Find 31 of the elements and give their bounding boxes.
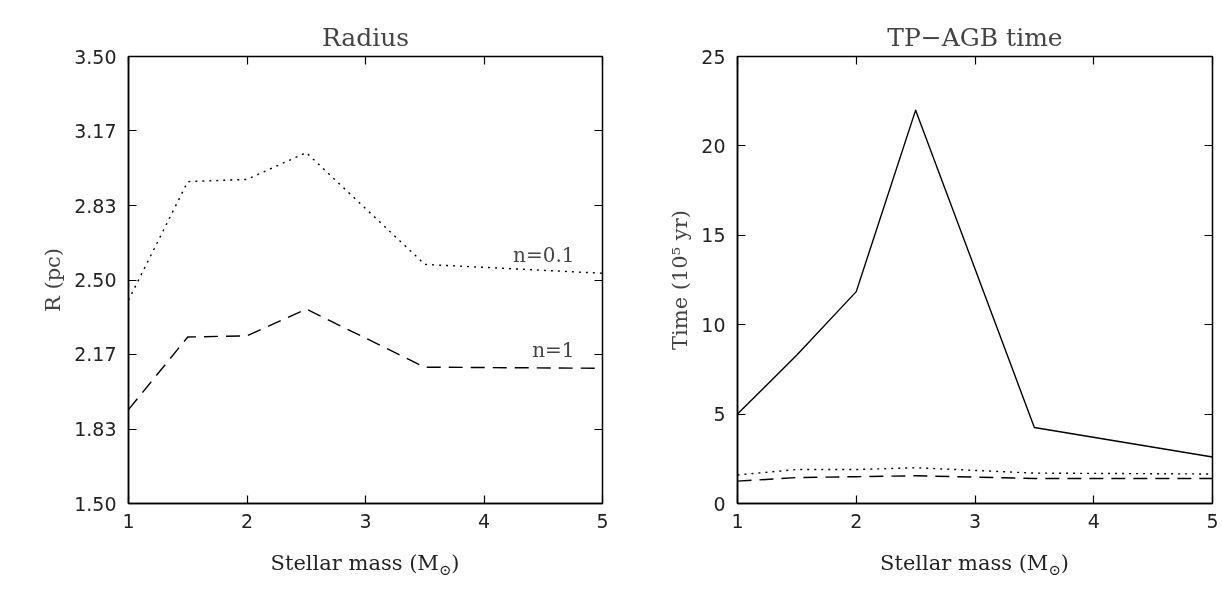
y-tick-label: 1.83 <box>74 418 117 441</box>
y-tick-label: 2.17 <box>74 343 117 366</box>
annotation: n=0.1 <box>513 243 575 268</box>
x-tick-label: 3 <box>359 509 372 532</box>
x-tick-label: 1 <box>731 509 744 532</box>
y-tick-label: 0 <box>713 492 726 515</box>
x-tick-label: 4 <box>1087 509 1100 532</box>
x-tick-label: 2 <box>850 509 863 532</box>
x-tick-label: 2 <box>240 509 254 532</box>
y-axis-title: Time (10⁵ yr) <box>668 210 693 350</box>
x-axis-title: Stellar mass (M$_{⊙}$) <box>269 550 461 581</box>
x-tick-label: 1 <box>122 509 135 532</box>
chart-title: TP−AGB time <box>887 22 1063 52</box>
x-tick-label: 5 <box>1206 509 1219 532</box>
y-tick-label: 1.50 <box>74 492 117 515</box>
x-tick-label: 3 <box>968 509 982 532</box>
x-tick-label: 5 <box>596 509 609 532</box>
y-tick-label: 2.50 <box>74 269 117 291</box>
x-tick-label: 4 <box>477 509 491 532</box>
y-tick-label: 5 <box>713 403 726 426</box>
y-axis-title: R (pc) <box>41 247 66 313</box>
y-tick-label: 10 <box>701 313 726 336</box>
y-tick-label: 3.17 <box>74 119 117 142</box>
y-tick-label: 20 <box>701 134 726 157</box>
y-tick-label: 3.50 <box>74 45 117 68</box>
annotation: n=1 <box>532 338 575 363</box>
y-tick-label: 25 <box>701 45 726 68</box>
chart-title: Radius <box>321 22 410 52</box>
y-tick-label: 2.83 <box>74 194 117 217</box>
y-tick-label: 15 <box>701 224 726 247</box>
x-axis-title: Stellar mass (M$_{⊙}$) <box>879 550 1070 581</box>
